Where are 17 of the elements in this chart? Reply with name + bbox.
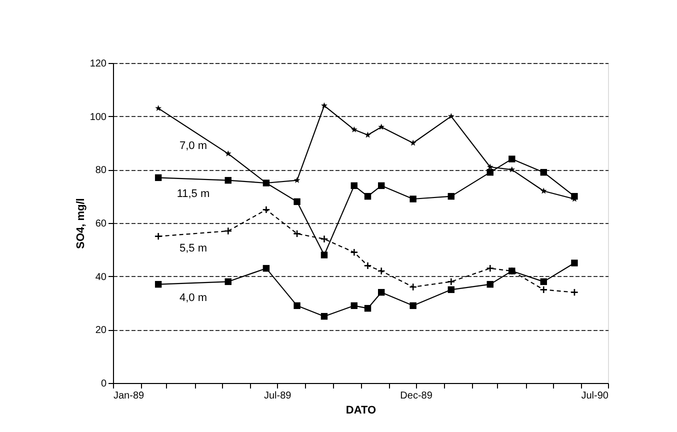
x-tick-label: Jan-89 [114, 390, 145, 402]
y-tick-label: 120 [90, 58, 107, 70]
y-tick-label: 80 [95, 165, 107, 176]
y-tick-label: 20 [95, 325, 107, 336]
y-tick-label: 0 [100, 378, 107, 390]
series-label: 4,0 m [179, 292, 207, 304]
series-label: 5,5 m [179, 242, 207, 255]
x-tick-label: Jul-90 [581, 390, 609, 402]
series-label: 7,0 m [179, 140, 207, 152]
y-axis-title: SO4, mg/l [74, 198, 87, 249]
y-tick-label: 60 [95, 218, 107, 230]
x-axis-title: DATO [346, 404, 377, 416]
series-label: 11,5 m [176, 188, 210, 200]
x-tick-label: Dec-89 [400, 390, 433, 402]
x-tick-label: Jul-89 [264, 390, 292, 402]
y-tick-label: 100 [90, 112, 107, 123]
y-tick-label: 40 [95, 272, 107, 283]
